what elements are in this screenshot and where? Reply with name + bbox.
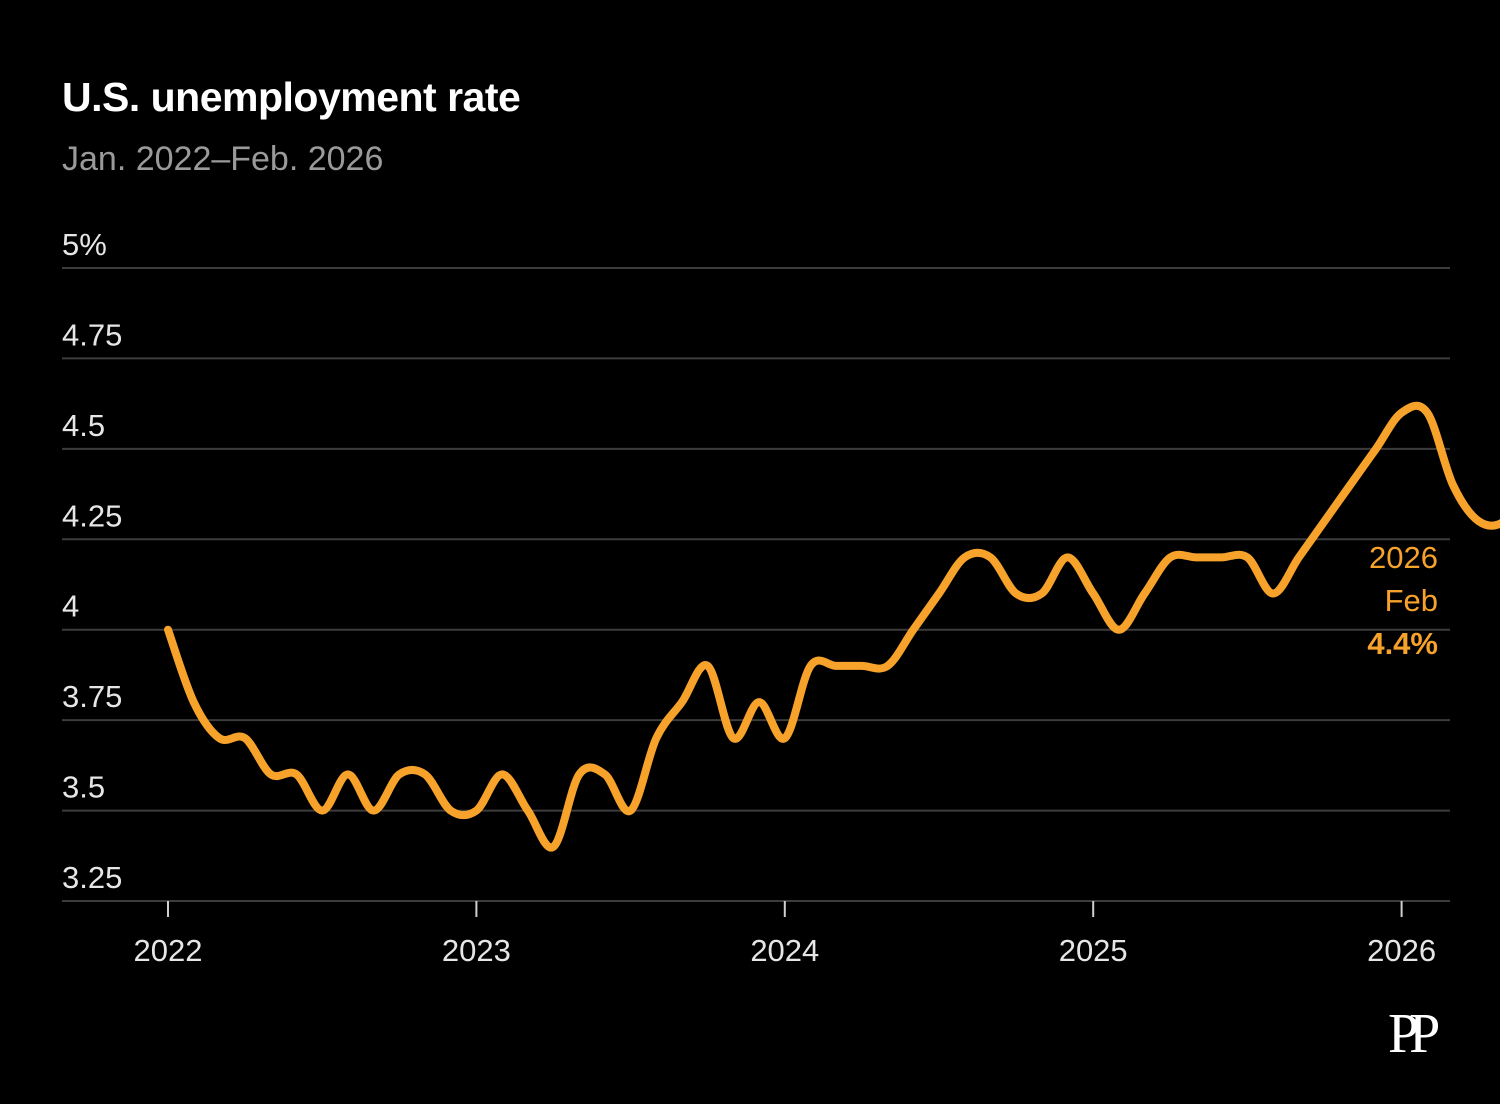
x-tick-label: 2026	[1367, 933, 1436, 968]
end-annotation: 2026 Feb 4.4%	[1367, 540, 1438, 661]
chart-title: U.S. unemployment rate	[62, 74, 521, 120]
x-axis-ticks: 2022 2023 2024 2025 2026	[134, 901, 1436, 968]
x-tick-label: 2024	[750, 933, 819, 968]
propublica-logo: PP	[1388, 1003, 1440, 1065]
y-axis-tick-labels: 5% 4.75 4.5 4.25 4 3.75 3.5 3.25	[62, 227, 122, 895]
y-tick-label: 4.75	[62, 317, 122, 352]
x-tick-label: 2023	[442, 933, 511, 968]
y-tick-label: 4.5	[62, 408, 105, 443]
series-layer	[164, 401, 1500, 852]
y-tick-label: 4.25	[62, 498, 122, 533]
y-tick-label: 3.5	[62, 770, 105, 805]
y-tick-label: 5%	[62, 227, 107, 262]
y-tick-label: 3.25	[62, 860, 122, 895]
y-tick-label: 3.75	[62, 679, 122, 714]
x-tick-label: 2022	[134, 933, 203, 968]
chart-subtitle: Jan. 2022–Feb. 2026	[62, 140, 384, 178]
x-tick-label: 2025	[1059, 933, 1128, 968]
series-line	[164, 401, 1500, 852]
end-label-year: 2026	[1369, 540, 1438, 575]
end-label-month: Feb	[1385, 583, 1438, 618]
gridlines	[62, 267, 1450, 902]
end-label-value: 4.4%	[1367, 626, 1438, 661]
y-tick-label: 4	[62, 589, 79, 624]
